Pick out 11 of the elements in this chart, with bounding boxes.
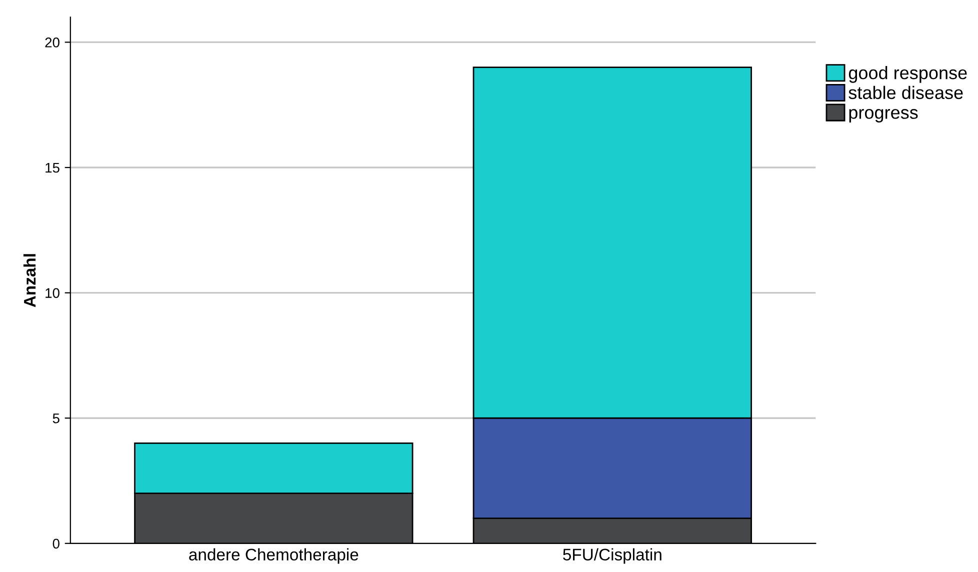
y-axis-title: Anzahl (23, 254, 36, 308)
y-tick-label: 0 (52, 538, 60, 549)
y-tick-label: 15 (46, 162, 60, 173)
legend-label: good response (848, 66, 967, 83)
legend-label: progress (849, 109, 918, 122)
y-tick-label: 10 (46, 288, 60, 298)
y-tick-label: 5 (52, 414, 60, 424)
x-tick-label: 5FU/Cisplatin (563, 548, 662, 564)
y-tick-label: 20 (45, 38, 60, 48)
x-tick-label: andere Chemotherapie (189, 548, 358, 564)
legend-label: stable disease (848, 86, 963, 100)
